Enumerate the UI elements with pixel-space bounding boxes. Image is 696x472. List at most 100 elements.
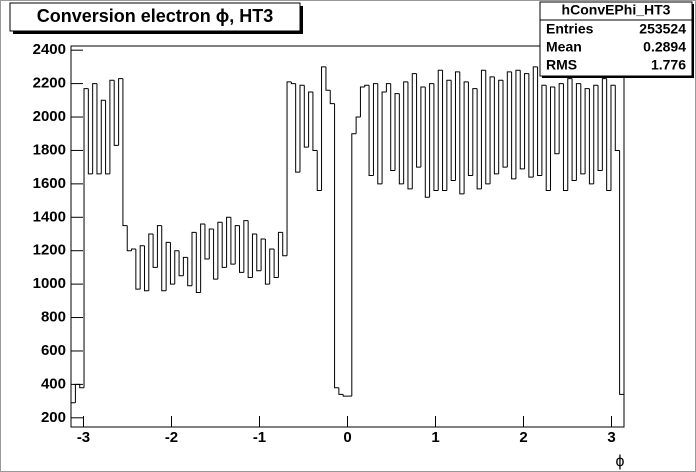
histogram-bin	[411, 73, 417, 189]
histogram-bin	[74, 383, 80, 403]
histogram-bin	[226, 216, 231, 268]
y-tick-label: 2400	[33, 41, 66, 58]
histogram-bin	[169, 242, 175, 285]
histogram-bin	[87, 88, 93, 175]
stats-name: hConvEPhi_HT3	[562, 2, 671, 18]
histogram-bin	[152, 233, 158, 268]
histogram-bin	[182, 256, 188, 276]
histogram-bin	[92, 83, 97, 174]
x-tick-label: 3	[607, 429, 615, 446]
x-tick-label: 0	[343, 429, 351, 446]
histogram-bin	[256, 233, 262, 272]
histogram-bin	[567, 78, 573, 191]
histogram-bin	[79, 384, 85, 389]
histogram-bin	[454, 71, 460, 181]
histogram-bin	[601, 78, 607, 171]
histogram-bin	[178, 250, 184, 277]
histogram-bin	[606, 78, 611, 192]
histogram-bin	[96, 83, 102, 175]
histogram-bin	[385, 83, 391, 92]
histogram-bin	[480, 69, 486, 189]
histogram-bin	[126, 225, 132, 252]
histogram-bin	[139, 245, 145, 290]
x-tick-label: 2	[519, 429, 527, 446]
histogram-bin	[334, 103, 339, 389]
histogram-bin	[511, 71, 516, 180]
histogram-bin	[359, 86, 365, 118]
histogram-bin	[524, 73, 529, 169]
histogram-bin	[105, 100, 110, 175]
y-tick-label: 2200	[33, 75, 66, 92]
stats-value: 253524	[639, 21, 686, 37]
histogram-bin	[571, 78, 577, 182]
histogram-bin	[472, 88, 478, 176]
histogram-bin	[476, 88, 482, 190]
chart-title: Conversion electron ϕ, HT3	[37, 6, 274, 26]
histogram-bin	[610, 84, 616, 191]
histogram-bin	[597, 85, 603, 171]
histogram-bin	[174, 250, 180, 285]
histogram-bin	[372, 83, 378, 176]
histogram-bin	[312, 91, 318, 151]
histogram-bin	[204, 223, 210, 260]
histogram-bin	[532, 66, 538, 178]
histogram-bin	[109, 79, 115, 174]
histogram-bin	[463, 81, 469, 194]
histogram-bin	[368, 85, 374, 177]
histogram-bin	[243, 220, 249, 273]
x-tick-label: -1	[253, 429, 266, 446]
y-tick-label: 1600	[33, 175, 66, 192]
histogram-bin	[195, 232, 201, 293]
histogram-bin	[165, 241, 171, 291]
histogram-bin	[394, 93, 400, 171]
y-tick-label: 2000	[33, 108, 66, 125]
histogram-bin	[100, 99, 106, 174]
histogram-bin	[506, 71, 512, 168]
histogram-bin	[424, 86, 430, 198]
histogram-bin	[234, 225, 240, 265]
histogram-bin	[575, 83, 581, 181]
histogram-bin	[113, 80, 119, 146]
stats-label: Mean	[546, 39, 582, 55]
histogram-bin	[381, 91, 387, 184]
histogram-bin	[303, 85, 309, 148]
histogram-bin	[390, 83, 396, 171]
histogram-bin	[450, 80, 456, 182]
histogram-bin	[442, 70, 447, 192]
histogram-bin	[545, 85, 551, 192]
histogram-bin	[614, 85, 620, 151]
histogram-bin	[131, 248, 136, 251]
stats-box	[539, 1, 693, 77]
histogram-bin	[269, 248, 275, 285]
histogram-bin	[295, 83, 300, 173]
histogram-bin	[588, 88, 594, 185]
histogram-bin	[498, 79, 503, 174]
y-tick-label: 600	[41, 342, 66, 359]
histogram-bin	[584, 88, 590, 174]
histogram-bin	[273, 249, 279, 278]
histogram-bin	[459, 71, 465, 195]
y-tick-label: 1200	[33, 242, 66, 259]
histogram-bin	[446, 79, 452, 191]
histogram-bin	[122, 78, 128, 227]
x-tick-label: -3	[77, 429, 90, 446]
histogram-bin	[515, 69, 521, 179]
histogram-bin	[351, 133, 357, 397]
histogram-bin	[493, 76, 499, 175]
histogram-bin	[429, 83, 434, 198]
histogram-bin	[433, 83, 439, 192]
y-tick-label: 1800	[33, 141, 66, 158]
histogram-bin	[377, 83, 383, 185]
stats-value: 0.2894	[643, 39, 686, 55]
histogram-bin	[239, 225, 244, 273]
histogram-bin	[437, 69, 443, 191]
histogram-bin	[221, 222, 227, 268]
histogram-bin	[200, 223, 205, 293]
histogram-bin	[191, 231, 197, 286]
histogram-bin	[398, 93, 404, 185]
histogram-bin	[550, 86, 555, 191]
stats-label: Entries	[546, 21, 594, 37]
histogram-bin	[217, 221, 223, 280]
histogram-bin	[213, 228, 218, 280]
histogram-bin	[321, 66, 326, 191]
